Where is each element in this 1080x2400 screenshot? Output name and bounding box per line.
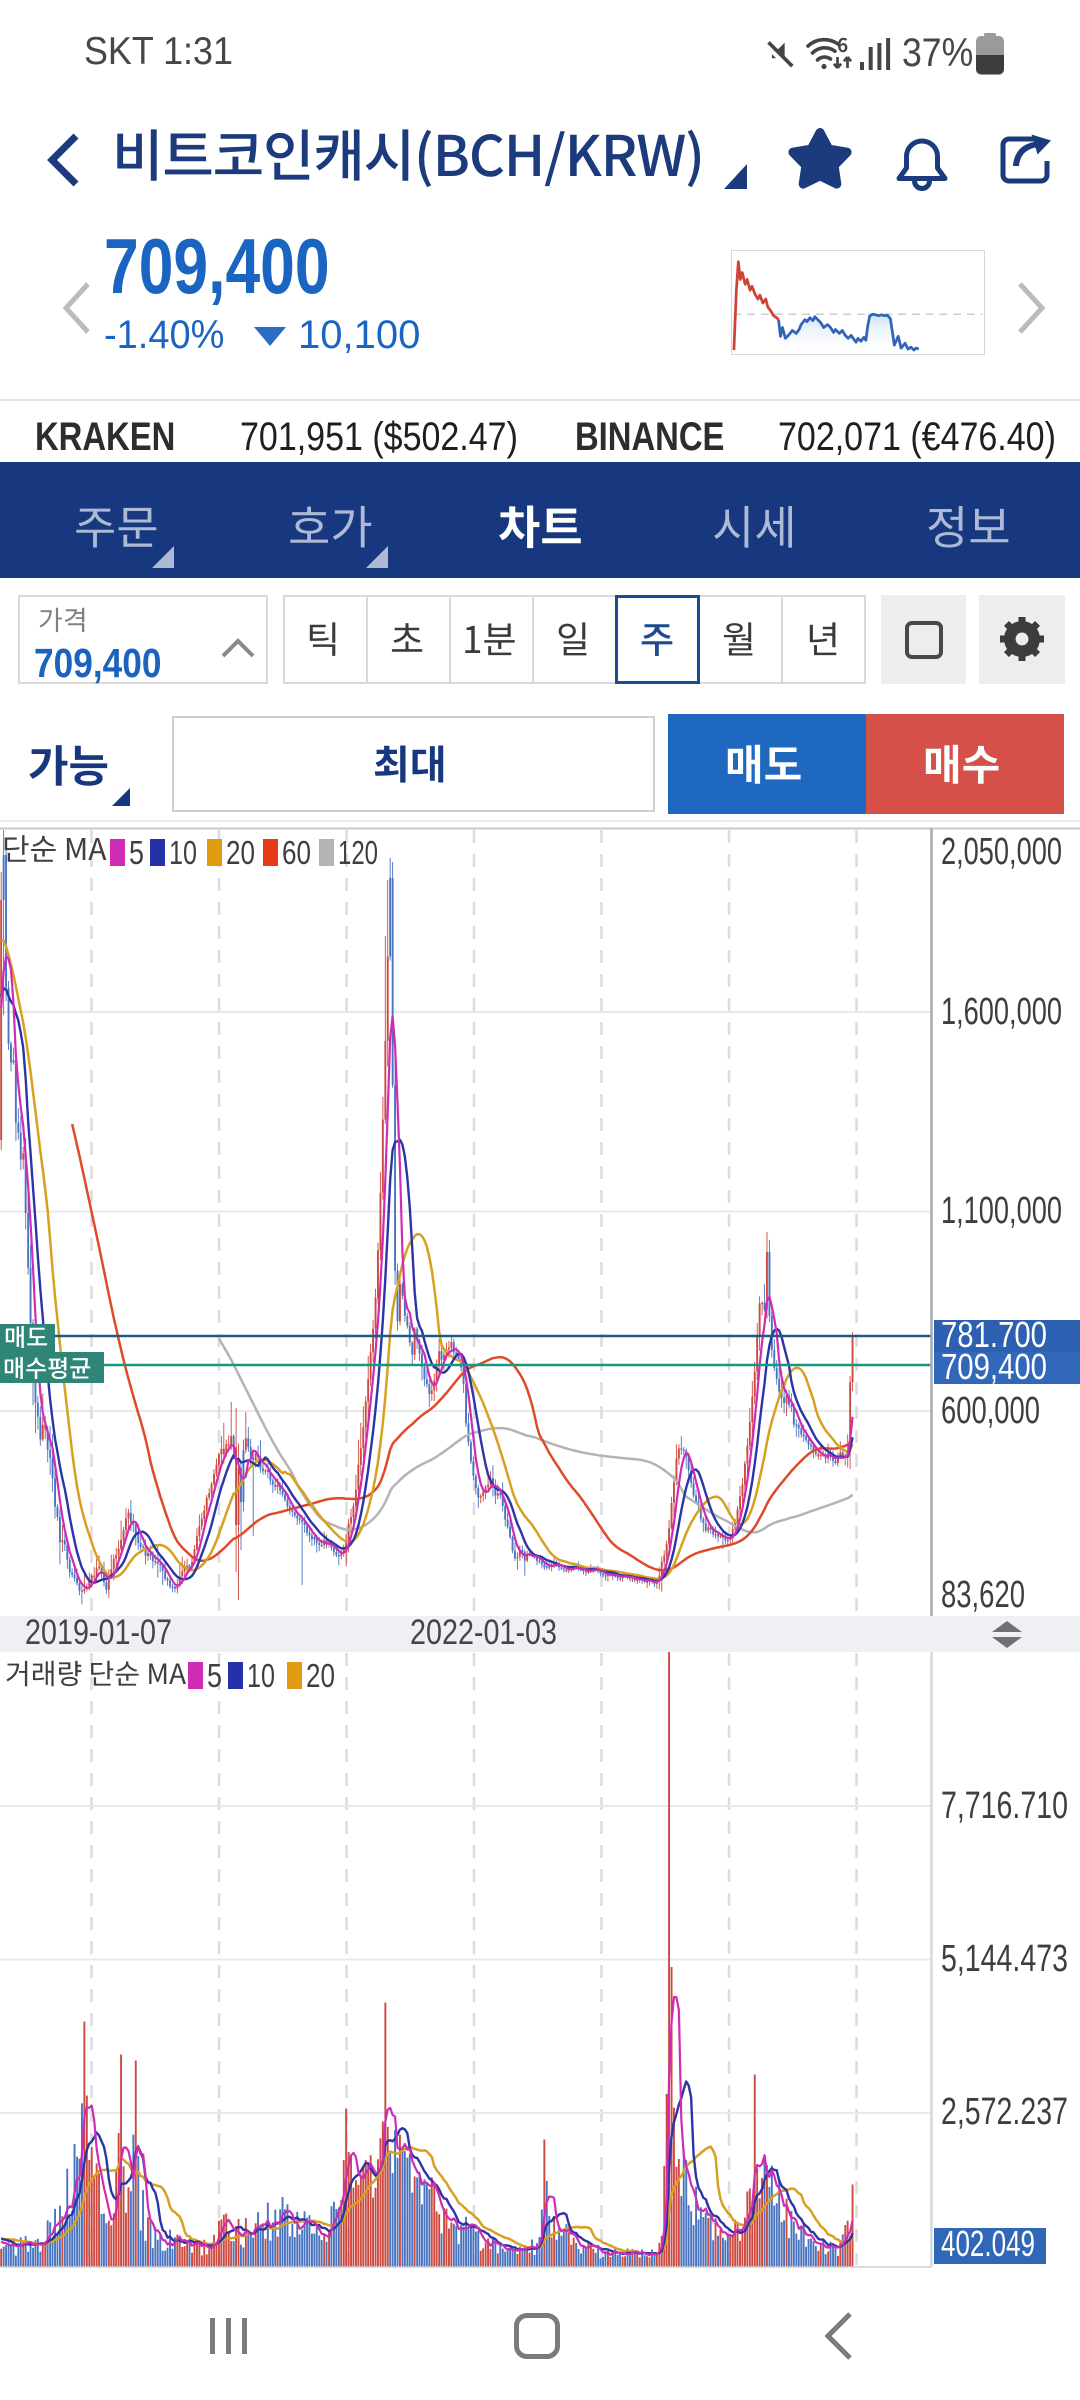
svg-text:120: 120	[338, 834, 378, 871]
svg-text:600,000: 600,000	[941, 1390, 1040, 1432]
svg-text:20: 20	[226, 834, 255, 871]
svg-text:20: 20	[306, 1657, 335, 1694]
svg-text:2,050,000: 2,050,000	[941, 831, 1062, 873]
svg-text:2,572.237: 2,572.237	[941, 2091, 1068, 2133]
svg-text:7,716.710: 7,716.710	[941, 1785, 1068, 1827]
svg-text:5: 5	[129, 834, 144, 871]
svg-text:5: 5	[207, 1657, 222, 1694]
svg-text:1,100,000: 1,100,000	[941, 1190, 1062, 1232]
svg-text:2019-01-07: 2019-01-07	[25, 1613, 172, 1652]
svg-text:5,144.473: 5,144.473	[941, 1938, 1068, 1980]
svg-text:1,600,000: 1,600,000	[941, 991, 1062, 1033]
svg-text:10: 10	[247, 1657, 275, 1694]
svg-text:781.700: 781.700	[941, 1314, 1047, 1355]
svg-text:2022-01-03: 2022-01-03	[410, 1613, 557, 1652]
svg-text:402.049: 402.049	[941, 2223, 1035, 2264]
svg-text:709,400: 709,400	[941, 1346, 1047, 1387]
svg-text:83,620: 83,620	[941, 1574, 1025, 1616]
svg-text:60: 60	[282, 834, 311, 871]
svg-text:10: 10	[169, 834, 197, 871]
